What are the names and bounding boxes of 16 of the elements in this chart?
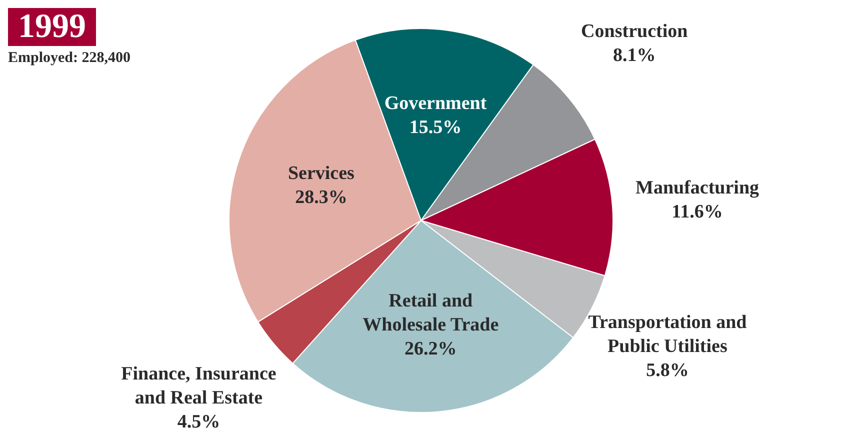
slice-label: Finance, Insurance and Real Estate [121, 363, 276, 408]
data-label: 11.6% [672, 201, 723, 222]
slice-label: Government [384, 92, 488, 114]
text: Employed: 228,400 [8, 50, 131, 67]
data-label: 8.1% [612, 44, 656, 66]
slice-label: Services [288, 162, 354, 184]
data-label: 4.5% [177, 411, 220, 432]
data-label: 5.8% [646, 360, 689, 381]
data-label: 28.3% [295, 186, 348, 208]
slice-label: Manufacturing [636, 177, 760, 198]
data-label: 15.5% [409, 116, 462, 138]
data-label: 26.2% [404, 338, 457, 360]
slice-label: Construction [581, 20, 688, 42]
slice-label: Transportation and Public Utilities [588, 312, 748, 357]
slice-label: Retail and Wholesale Trade [362, 290, 499, 336]
chart-title: 1999 [8, 8, 96, 46]
